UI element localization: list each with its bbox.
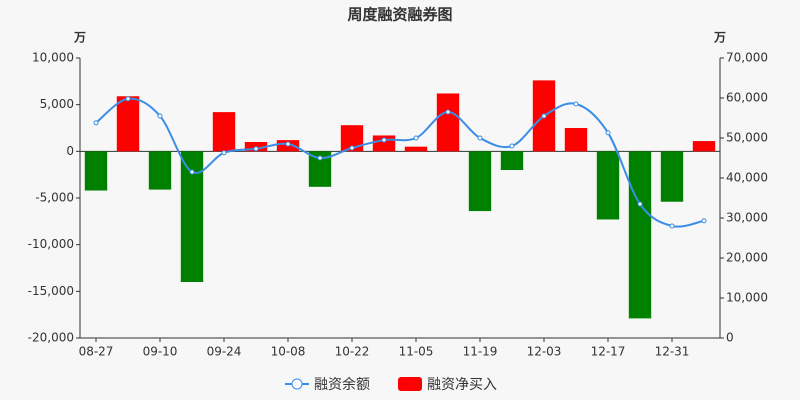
line-point [477, 135, 483, 141]
y-tick-label: -20,000 [28, 331, 74, 345]
line-point [637, 201, 643, 207]
line-point [445, 109, 451, 115]
y2-tick-label: 20,000 [726, 251, 768, 265]
chart-title: 周度融资融券图 [347, 6, 452, 24]
bar [500, 151, 524, 170]
y-tick-label: -15,000 [28, 284, 74, 298]
y2-tick-label: 0 [726, 331, 734, 345]
x-tick-label: 11-05 [399, 345, 434, 359]
y2-tick-label: 60,000 [726, 91, 768, 105]
line-point [509, 143, 515, 149]
y2-tick-label: 40,000 [726, 171, 768, 185]
line-point [413, 135, 419, 141]
legend-label: 融资净买入 [427, 377, 497, 393]
line-point [93, 120, 99, 126]
legend-label: 融资余额 [314, 376, 370, 393]
y-tick-label: -5,000 [35, 191, 74, 205]
x-tick-label: 08-27 [79, 345, 114, 359]
bar [692, 141, 716, 152]
legend-marker [398, 377, 422, 391]
legend-marker [291, 378, 303, 390]
line-point [125, 96, 131, 102]
x-tick-label: 09-10 [143, 345, 178, 359]
bar [404, 146, 428, 152]
line-point [253, 146, 259, 152]
line-point [701, 218, 707, 224]
y-unit: 万 [73, 31, 86, 45]
bar [212, 112, 236, 152]
bar [84, 151, 108, 191]
x-tick-label: 12-03 [527, 345, 562, 359]
y2-unit: 万 [713, 31, 726, 45]
y-tick-label: 5,000 [40, 97, 74, 111]
y-tick-label: 10,000 [32, 51, 74, 65]
x-tick-label: 12-31 [655, 345, 690, 359]
line-point [157, 113, 163, 119]
line-point [349, 145, 355, 151]
x-tick-label: 09-24 [207, 345, 242, 359]
bar [468, 151, 492, 212]
x-tick-label: 11-19 [463, 345, 498, 359]
x-tick-label: 10-22 [335, 345, 370, 359]
y2-tick-label: 50,000 [726, 131, 768, 145]
bar [340, 125, 364, 152]
line-point [285, 141, 291, 147]
bar [596, 151, 620, 220]
bar [180, 151, 204, 282]
y-tick-label: -10,000 [28, 237, 74, 251]
line-point [573, 101, 579, 107]
bar [628, 151, 652, 319]
bar [308, 151, 332, 187]
line-point [381, 137, 387, 143]
line-point [541, 113, 547, 119]
bar [148, 151, 172, 190]
line-point [605, 130, 611, 136]
bar [116, 96, 140, 152]
y2-tick-label: 30,000 [726, 211, 768, 225]
y2-tick-label: 70,000 [726, 51, 768, 65]
bar [436, 93, 460, 152]
line-point [669, 223, 675, 229]
bar [564, 128, 588, 152]
y-tick-label: 0 [66, 144, 74, 158]
y2-tick-label: 10,000 [726, 291, 768, 305]
x-tick-label: 10-08 [271, 345, 306, 359]
bar [660, 151, 684, 202]
line-point [317, 155, 323, 161]
line-point [189, 169, 195, 175]
line-point [221, 150, 227, 156]
x-tick-label: 12-17 [591, 345, 626, 359]
